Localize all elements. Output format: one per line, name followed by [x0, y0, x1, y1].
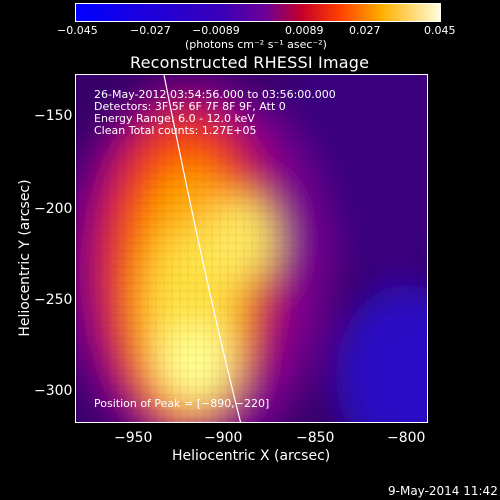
colorbar-frame: [75, 3, 441, 22]
x-tick-label: −850: [296, 430, 335, 446]
x-tick-label: −950: [114, 430, 153, 446]
colorbar-tick: 0.0089: [285, 24, 324, 37]
colorbar-tick: 0.027: [349, 24, 381, 37]
info-line: Energy Range: 6.0 - 12.0 keV: [94, 112, 255, 125]
x-tick-label: −900: [204, 430, 243, 446]
colorbar-tick: 0.045: [424, 24, 456, 37]
info-line: Detectors: 3F 5F 6F 7F 8F 9F, Att 0: [94, 100, 286, 113]
colorbar-gradient: [75, 3, 441, 22]
peak-position-label: Position of Peak = [−890,−220]: [94, 397, 270, 410]
colorbar-tick: −0.045: [57, 24, 98, 37]
info-line: 26-May-2012 03:54:56.000 to 03:56:00.000: [94, 88, 336, 101]
colorbar-units: (photons cm⁻² s⁻¹ asec⁻²): [185, 38, 327, 51]
y-tick-label: −250: [34, 292, 73, 308]
rhessi-heatmap: [76, 75, 427, 422]
colorbar-tick: −0.027: [130, 24, 171, 37]
x-tick-label: −800: [387, 430, 426, 446]
x-axis-title: Heliocentric X (arcsec): [172, 448, 331, 464]
colorbar-tick: −0.0089: [192, 24, 240, 37]
y-tick-label: −300: [34, 383, 73, 399]
solar-limb-line: [163, 75, 242, 422]
y-axis-title: Heliocentric Y (arcsec): [17, 179, 33, 337]
colorbar: [75, 3, 441, 22]
rhessi-image: [75, 74, 428, 423]
plot-title: Reconstructed RHESSI Image: [130, 53, 370, 72]
y-tick-label: −150: [34, 108, 73, 124]
info-line: Clean Total counts: 1.27E+05: [94, 124, 257, 137]
y-tick-label: −200: [34, 201, 73, 217]
timestamp: 9-May-2014 11:42: [388, 484, 498, 498]
